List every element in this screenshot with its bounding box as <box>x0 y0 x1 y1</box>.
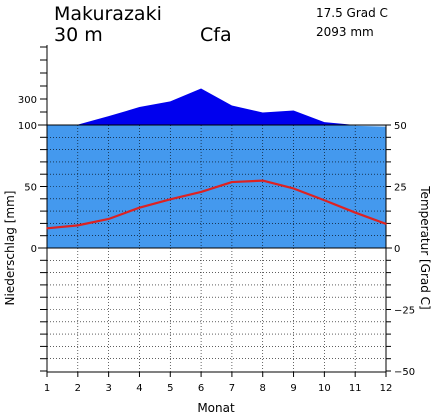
temperature-point <box>323 199 326 202</box>
temperature-point <box>354 211 356 214</box>
x-tick-label: 12 <box>380 383 393 394</box>
y-axis-left-label: Niederschlag [mm] <box>3 191 17 306</box>
left-tick-label: 50 <box>24 183 37 194</box>
mean-temperature: 17.5 Grad C <box>316 6 388 20</box>
temperature-line <box>46 179 387 230</box>
axes <box>38 45 392 377</box>
x-tick-label: 3 <box>105 383 111 394</box>
right-tick-label: 25 <box>394 183 407 194</box>
excess-precipitation-area <box>47 88 386 125</box>
station-elevation: 30 m <box>54 24 103 46</box>
x-axis-label: Monat <box>197 401 235 415</box>
x-tick-label: 6 <box>198 383 204 394</box>
right-tick-label: −50 <box>394 367 415 378</box>
right-tick-label: 50 <box>394 121 407 132</box>
x-tick-label: 2 <box>75 383 81 394</box>
x-tick-label: 7 <box>229 383 235 394</box>
temperature-point <box>138 206 141 209</box>
temperature-point <box>292 187 295 190</box>
x-tick-label: 11 <box>349 383 362 394</box>
temperature-point <box>169 198 172 201</box>
x-tick-label: 1 <box>44 383 50 394</box>
temperature-point <box>261 179 264 182</box>
temperature-point <box>231 181 233 183</box>
series-lines <box>46 179 387 230</box>
x-tick-label: 8 <box>260 383 266 394</box>
header-text: Makurazaki 30 m Cfa 17.5 Grad C 2093 mm <box>54 3 388 46</box>
temperature-point <box>200 191 202 193</box>
x-tick-label: 5 <box>167 383 173 394</box>
temperature-point <box>46 227 48 230</box>
climate-class: Cfa <box>200 24 232 46</box>
right-tick-label: 0 <box>394 244 400 255</box>
left-tick-label: 0 <box>31 244 37 255</box>
precipitation-areas <box>47 88 386 248</box>
left-tick-label: 300 <box>18 95 37 106</box>
left-tick-label: 100 <box>18 121 37 132</box>
annual-precipitation: 2093 mm <box>316 25 374 39</box>
x-tick-label: 4 <box>136 383 142 394</box>
right-tick-label: −25 <box>394 306 415 317</box>
temperature-point <box>77 224 79 227</box>
x-tick-label: 10 <box>318 383 331 394</box>
temperature-point <box>107 218 110 220</box>
y-axis-right-label: Temperatur [Grad C] <box>418 185 432 309</box>
x-tick-label: 9 <box>290 383 296 394</box>
temperature-point <box>385 223 387 225</box>
station-name: Makurazaki <box>54 3 162 25</box>
